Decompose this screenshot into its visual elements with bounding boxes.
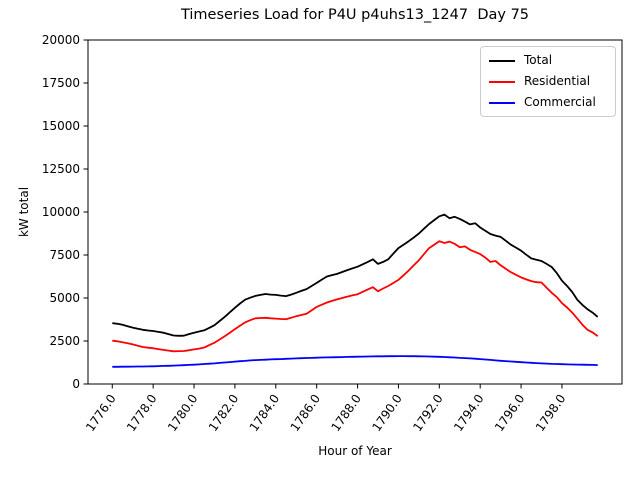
series-line-total [112, 213, 599, 337]
y-axis-label: kW total [17, 186, 31, 238]
x-tick-label: 1784.0 [247, 392, 283, 434]
x-axis-label: Hour of Year [318, 444, 392, 458]
x-tick-label: 1780.0 [165, 392, 201, 434]
y-tick-label: 0 [72, 377, 80, 391]
y-tick-label: 15000 [42, 119, 80, 133]
y-tick-label: 10000 [42, 205, 80, 219]
chart-title: Timeseries Load for P4U p4uhs13_1247 Day… [180, 7, 530, 23]
series-line-commercial [112, 355, 598, 368]
y-tick-label: 5000 [49, 291, 80, 305]
y-tick-label: 20000 [42, 33, 80, 47]
series-line-residential [112, 240, 599, 353]
legend-line-sample [489, 80, 515, 83]
x-tick-label: 1782.0 [206, 392, 242, 434]
y-tick-label: 17500 [42, 76, 80, 90]
x-tick-label: 1788.0 [328, 392, 364, 434]
y-tick-label: 12500 [42, 162, 80, 176]
x-tick-label: 1794.0 [451, 392, 487, 434]
y-tick-label: 7500 [49, 248, 80, 262]
legend-label: Commercial [524, 95, 596, 109]
x-tick-label: 1776.0 [83, 392, 119, 434]
y-tick-label: 2500 [49, 334, 80, 348]
legend-label: Total [524, 53, 553, 67]
legend-line-sample [489, 59, 515, 62]
legend: Total Residential Commercial [480, 46, 616, 117]
x-tick-label: 1790.0 [369, 392, 405, 434]
x-tick-label: 1798.0 [533, 392, 569, 434]
legend-entry-residential: Residential [489, 73, 607, 90]
x-tick-label: 1786.0 [288, 392, 324, 434]
legend-label: Residential [524, 74, 591, 88]
x-tick-label: 1796.0 [492, 392, 528, 434]
legend-entry-commercial: Commercial [489, 94, 607, 111]
x-tick-label: 1792.0 [410, 392, 446, 434]
legend-entry-total: Total [489, 52, 607, 69]
x-tick-label: 1778.0 [124, 392, 160, 434]
legend-line-sample [489, 101, 515, 104]
